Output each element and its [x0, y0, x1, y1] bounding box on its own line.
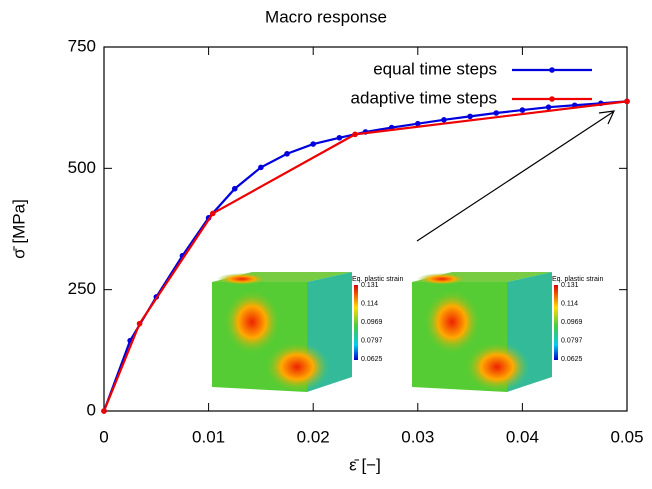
- data-point: [337, 135, 343, 141]
- colorbar-label: 0.0969: [561, 319, 583, 326]
- x-tick-label: 0.03: [401, 427, 434, 446]
- data-point: [624, 99, 630, 105]
- data-point: [352, 132, 358, 138]
- colorbar-label: 0.131: [561, 282, 579, 289]
- data-point: [467, 114, 473, 120]
- x-axis-label: ε̄ [−]: [349, 455, 381, 474]
- x-tick-label: 0.01: [192, 427, 225, 446]
- data-point: [310, 141, 316, 147]
- x-tick-label: 0.02: [297, 427, 330, 446]
- inset-image: [212, 272, 358, 392]
- y-tick-label: 500: [68, 158, 96, 177]
- colorbar-label: 0.0969: [361, 319, 383, 326]
- chart-title: Macro response: [265, 7, 387, 26]
- data-point: [210, 211, 216, 217]
- data-point: [441, 117, 447, 123]
- legend-label: equal time steps: [373, 59, 497, 78]
- arrow: [417, 112, 613, 241]
- data-point: [493, 110, 499, 116]
- x-tick-label: 0: [99, 427, 108, 446]
- colorbar-label: 0.131: [361, 282, 379, 289]
- data-point: [137, 321, 143, 327]
- colorbar-label: 0.0797: [361, 337, 383, 344]
- y-tick-label: 750: [68, 36, 96, 55]
- legend-marker: [549, 96, 555, 102]
- colorbar-label: 0.0625: [561, 356, 583, 363]
- chart: Macro response ε̄ [−] σ̄ [MPa] 0 250 500 75…: [0, 0, 652, 489]
- y-tick-label: 250: [68, 279, 96, 298]
- data-point: [546, 104, 552, 110]
- x-tick-label: 0.04: [506, 427, 539, 446]
- y-axis-label: σ̄ [MPa]: [9, 199, 28, 259]
- data-point: [232, 186, 238, 192]
- data-point: [520, 107, 526, 113]
- colorbar-label: 0.114: [361, 300, 378, 307]
- colorbar-label: 0.114: [561, 300, 578, 307]
- inset-image: [412, 272, 558, 392]
- colorbar-label: 0.0625: [361, 356, 383, 363]
- y-tick-label: 0: [87, 400, 96, 419]
- x-tick-label: 0.05: [610, 427, 643, 446]
- data-point: [284, 151, 290, 157]
- data-point: [101, 408, 107, 414]
- legend-label: adaptive time steps: [351, 88, 497, 107]
- data-point: [258, 165, 264, 171]
- legend-marker: [549, 67, 555, 73]
- colorbar-label: 0.0797: [561, 337, 583, 344]
